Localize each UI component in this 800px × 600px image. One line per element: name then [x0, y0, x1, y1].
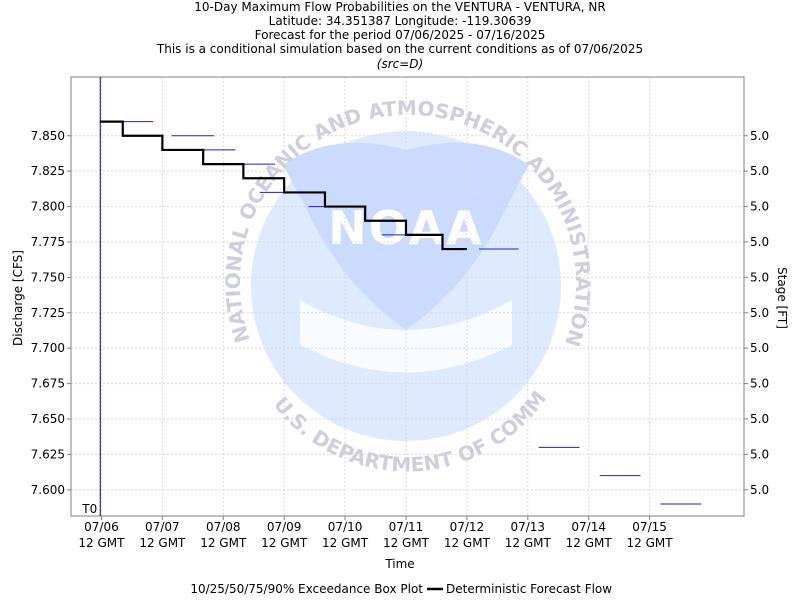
y-tick-label-right: 5.0	[750, 412, 769, 426]
x-tick-label-time: 12 GMT	[139, 536, 186, 550]
y-tick-label-right: 5.0	[750, 377, 769, 391]
y-tick-label-left: 7.625	[31, 447, 65, 461]
chart-subtitle-location: Latitude: 34.351387 Longitude: -119.3063…	[269, 14, 532, 28]
y-tick-label-right: 5.0	[750, 270, 769, 284]
y-tick-label-left: 7.800	[31, 200, 65, 214]
t0-marker: T0	[81, 77, 101, 516]
noaa-logo-icon: NOAA NATIONAL OCEANIC AND ATMOSPHERIC AD…	[0, 0, 595, 477]
grid-lines	[71, 77, 744, 516]
x-tick-label-date: 07/13	[510, 520, 545, 534]
x-tick-label-date: 07/08	[206, 520, 241, 534]
x-tick-label-date: 07/12	[450, 520, 485, 534]
y-tick-label-left: 7.650	[31, 412, 65, 426]
y-tick-label-right: 5.0	[750, 164, 769, 178]
y-tick-label-left: 7.825	[31, 164, 65, 178]
x-axis-ticks: 07/06 12 GMT 07/07 12 GMT 07/08 12 GMT 07/09 12…	[78, 516, 673, 550]
chart-subtitle-conditions: This is a conditional simulation based o…	[156, 42, 643, 56]
t0-label: T0	[81, 502, 97, 516]
y-tick-label-right: 5.0	[750, 306, 769, 320]
chart-header: 10-Day Maximum Flow Probabilities on the…	[156, 0, 643, 71]
x-tick-label-date: 07/07	[145, 520, 180, 534]
y-axis-right-ticks: 5.0 5.0 5.0 5.0 5.0 5.0 5.0 5.0 5.0 5.0 5.0	[744, 129, 769, 497]
y-tick-label-right: 5.0	[750, 129, 769, 143]
y-tick-label-left: 7.675	[31, 377, 65, 391]
x-tick-label-time: 12 GMT	[444, 536, 491, 550]
y-tick-label-left: 7.850	[31, 129, 65, 143]
y-tick-label-left: 7.750	[31, 270, 65, 284]
x-tick-label-date: 07/14	[571, 520, 606, 534]
chart-title: 10-Day Maximum Flow Probabilities on the…	[194, 0, 605, 14]
x-tick-label-date: 07/10	[328, 520, 363, 534]
y-tick-label-right: 5.0	[750, 341, 769, 355]
y-axis-title-right: Stage [FT]	[775, 267, 789, 329]
y-tick-label-left: 7.600	[31, 483, 65, 497]
deterministic-flow-line	[100, 120, 467, 251]
x-axis-title: Time	[384, 557, 414, 571]
y-tick-label-left: 7.700	[31, 341, 65, 355]
y-tick-label-left: 7.775	[31, 235, 65, 249]
y-tick-label-right: 5.0	[750, 447, 769, 461]
x-tick-label-time: 12 GMT	[383, 536, 430, 550]
x-tick-label-time: 12 GMT	[322, 536, 369, 550]
plot-area-frame	[70, 76, 745, 517]
x-tick-label-date: 07/11	[389, 520, 424, 534]
legend: 10/25/50/75/90% Exceedance Box Plot Dete…	[190, 582, 612, 596]
chart-subtitle-period: Forecast for the period 07/06/2025 - 07/…	[255, 28, 546, 42]
y-tick-label-right: 5.0	[750, 200, 769, 214]
y-axis-title-left: Discharge [CFS]	[11, 250, 25, 346]
y-tick-label-left: 7.725	[31, 306, 65, 320]
x-tick-label-time: 12 GMT	[627, 536, 674, 550]
x-tick-label-time: 12 GMT	[78, 536, 125, 550]
x-tick-label-date: 07/15	[632, 520, 667, 534]
y-tick-label-right: 5.0	[750, 235, 769, 249]
x-tick-label-time: 12 GMT	[505, 536, 552, 550]
y-tick-label-right: 5.0	[750, 483, 769, 497]
x-tick-label-date: 07/06	[84, 520, 119, 534]
x-tick-label-date: 07/09	[267, 520, 302, 534]
deterministic-forecast-flow	[100, 120, 467, 251]
y-axis-left-ticks: 7.600 7.625 7.650 7.675 7.700 7.725 7.750 7.775…	[31, 129, 71, 497]
x-tick-label-time: 12 GMT	[566, 536, 613, 550]
x-tick-label-time: 12 GMT	[261, 536, 308, 550]
legend-label-box-plot: 10/25/50/75/90% Exceedance Box Plot	[190, 582, 423, 596]
x-tick-label-time: 12 GMT	[200, 536, 247, 550]
chart-subtitle-source: (src=D)	[377, 57, 423, 71]
legend-label-deterministic: Deterministic Forecast Flow	[446, 582, 612, 596]
